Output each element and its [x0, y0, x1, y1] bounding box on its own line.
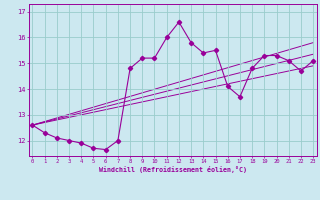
X-axis label: Windchill (Refroidissement éolien,°C): Windchill (Refroidissement éolien,°C)	[99, 166, 247, 173]
